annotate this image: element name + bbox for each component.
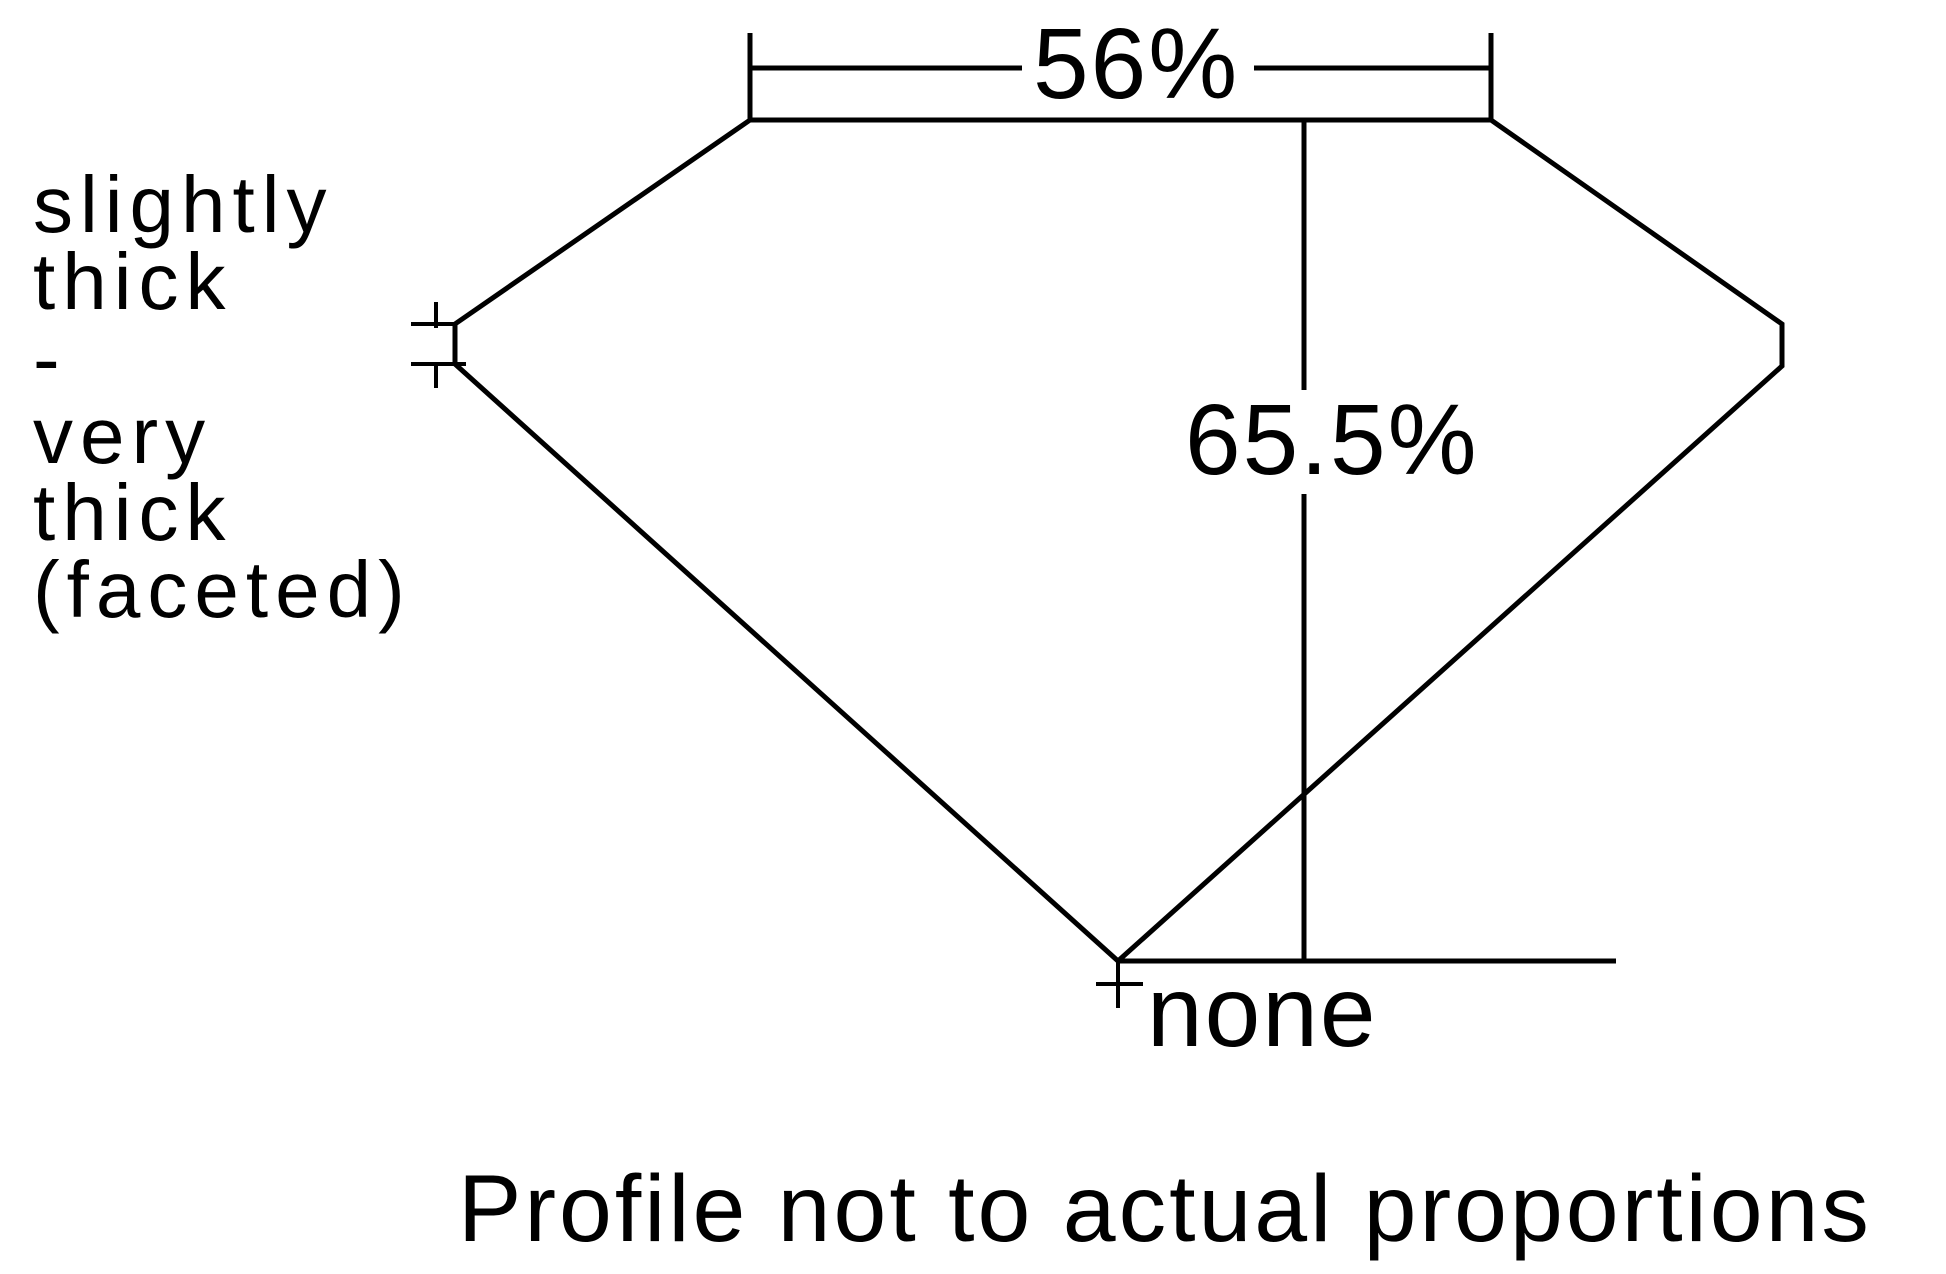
girdle-thickness-label: slightly thick - very thick (faceted) xyxy=(33,160,412,634)
total-depth-label: 65.5% xyxy=(1181,390,1483,490)
table-width-label: 56% xyxy=(1033,8,1240,120)
culet-size-label: none xyxy=(1147,956,1378,1068)
proportions-disclaimer: Profile not to actual proportions xyxy=(458,1156,1872,1262)
diamond-outline xyxy=(452,117,1785,965)
